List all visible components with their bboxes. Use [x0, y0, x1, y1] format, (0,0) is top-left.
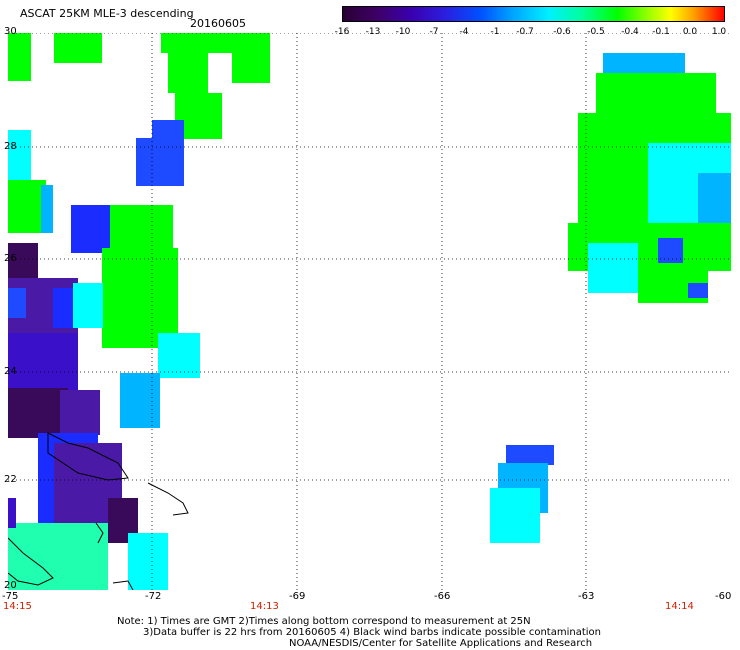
lon-label: -72: [145, 591, 162, 602]
time-label: 14:13: [250, 601, 279, 612]
coastlines: [8, 432, 189, 590]
data-cell: [658, 238, 683, 263]
data-cell: [41, 185, 53, 233]
colorbar-label: -0.1: [652, 27, 670, 37]
data-cell: [54, 33, 102, 63]
map-date: 20160605: [190, 17, 246, 30]
data-cell: [8, 243, 38, 283]
colorbar-label: -7: [429, 27, 439, 37]
data-cell: [588, 243, 638, 293]
lon-label: -60: [715, 591, 732, 602]
swath-left: [8, 33, 270, 590]
lat-label: 30: [4, 26, 17, 37]
note-line-3: NOAA/NESDIS/Center for Satellite Applica…: [289, 638, 593, 649]
data-cell: [158, 333, 200, 378]
colorbar-label: 1.0: [711, 27, 727, 37]
data-cell: [232, 53, 270, 83]
note-line-1: Note: 1) Times are GMT 2)Times along bot…: [117, 616, 531, 627]
colorbar-label: -1: [490, 27, 500, 37]
colorbar-label: -0.4: [621, 27, 639, 37]
data-cell: [102, 248, 178, 348]
colorbar-label: -16: [334, 27, 350, 37]
lon-label: -66: [434, 591, 451, 602]
data-cell: [71, 205, 111, 253]
data-cell: [8, 130, 31, 180]
data-cell: [161, 33, 270, 53]
lat-label: 26: [4, 253, 17, 264]
data-cell: [8, 523, 108, 590]
data-cell: [152, 120, 184, 140]
colorbar-label: -4: [459, 27, 469, 37]
data-cell: [8, 180, 46, 233]
data-cell: [120, 373, 160, 428]
grid: [8, 33, 731, 590]
colorbar-label: -0.6: [553, 27, 571, 37]
lon-label: -69: [289, 591, 306, 602]
data-cell: [8, 498, 16, 528]
lat-label: 22: [4, 474, 17, 485]
data-cell: [596, 73, 716, 113]
data-cell: [60, 390, 100, 435]
colorbar: [342, 6, 725, 22]
colorbar-label: -0.7: [516, 27, 534, 37]
data-cell: [688, 283, 708, 298]
wind-map: [8, 33, 731, 590]
map-title: ASCAT 25KM MLE-3 descending: [20, 7, 194, 20]
data-cell: [73, 283, 103, 328]
time-label: 14:14: [665, 601, 694, 612]
colorbar-label: -10: [395, 27, 411, 37]
time-label: 14:15: [3, 601, 32, 612]
data-cell: [490, 488, 540, 543]
lat-label: 20: [4, 580, 17, 591]
colorbar-label: -0.5: [587, 27, 605, 37]
colorbar-label: 0.0: [682, 27, 698, 37]
data-cell: [8, 333, 78, 393]
data-cell: [136, 138, 184, 186]
swath-right: [490, 53, 731, 543]
lat-label: 28: [4, 141, 17, 152]
lat-label: 24: [4, 366, 17, 377]
lon-label: -75: [2, 591, 19, 602]
data-cell: [8, 288, 26, 318]
note-line-2: 3)Data buffer is 22 hrs from 20160605 4)…: [143, 627, 601, 638]
data-cell: [506, 445, 554, 465]
data-cell: [128, 533, 168, 590]
data-cell: [8, 388, 68, 438]
colorbar-label: -13: [365, 27, 381, 37]
data-cell: [8, 33, 31, 81]
lon-label: -63: [578, 591, 595, 602]
data-cell: [168, 53, 208, 93]
